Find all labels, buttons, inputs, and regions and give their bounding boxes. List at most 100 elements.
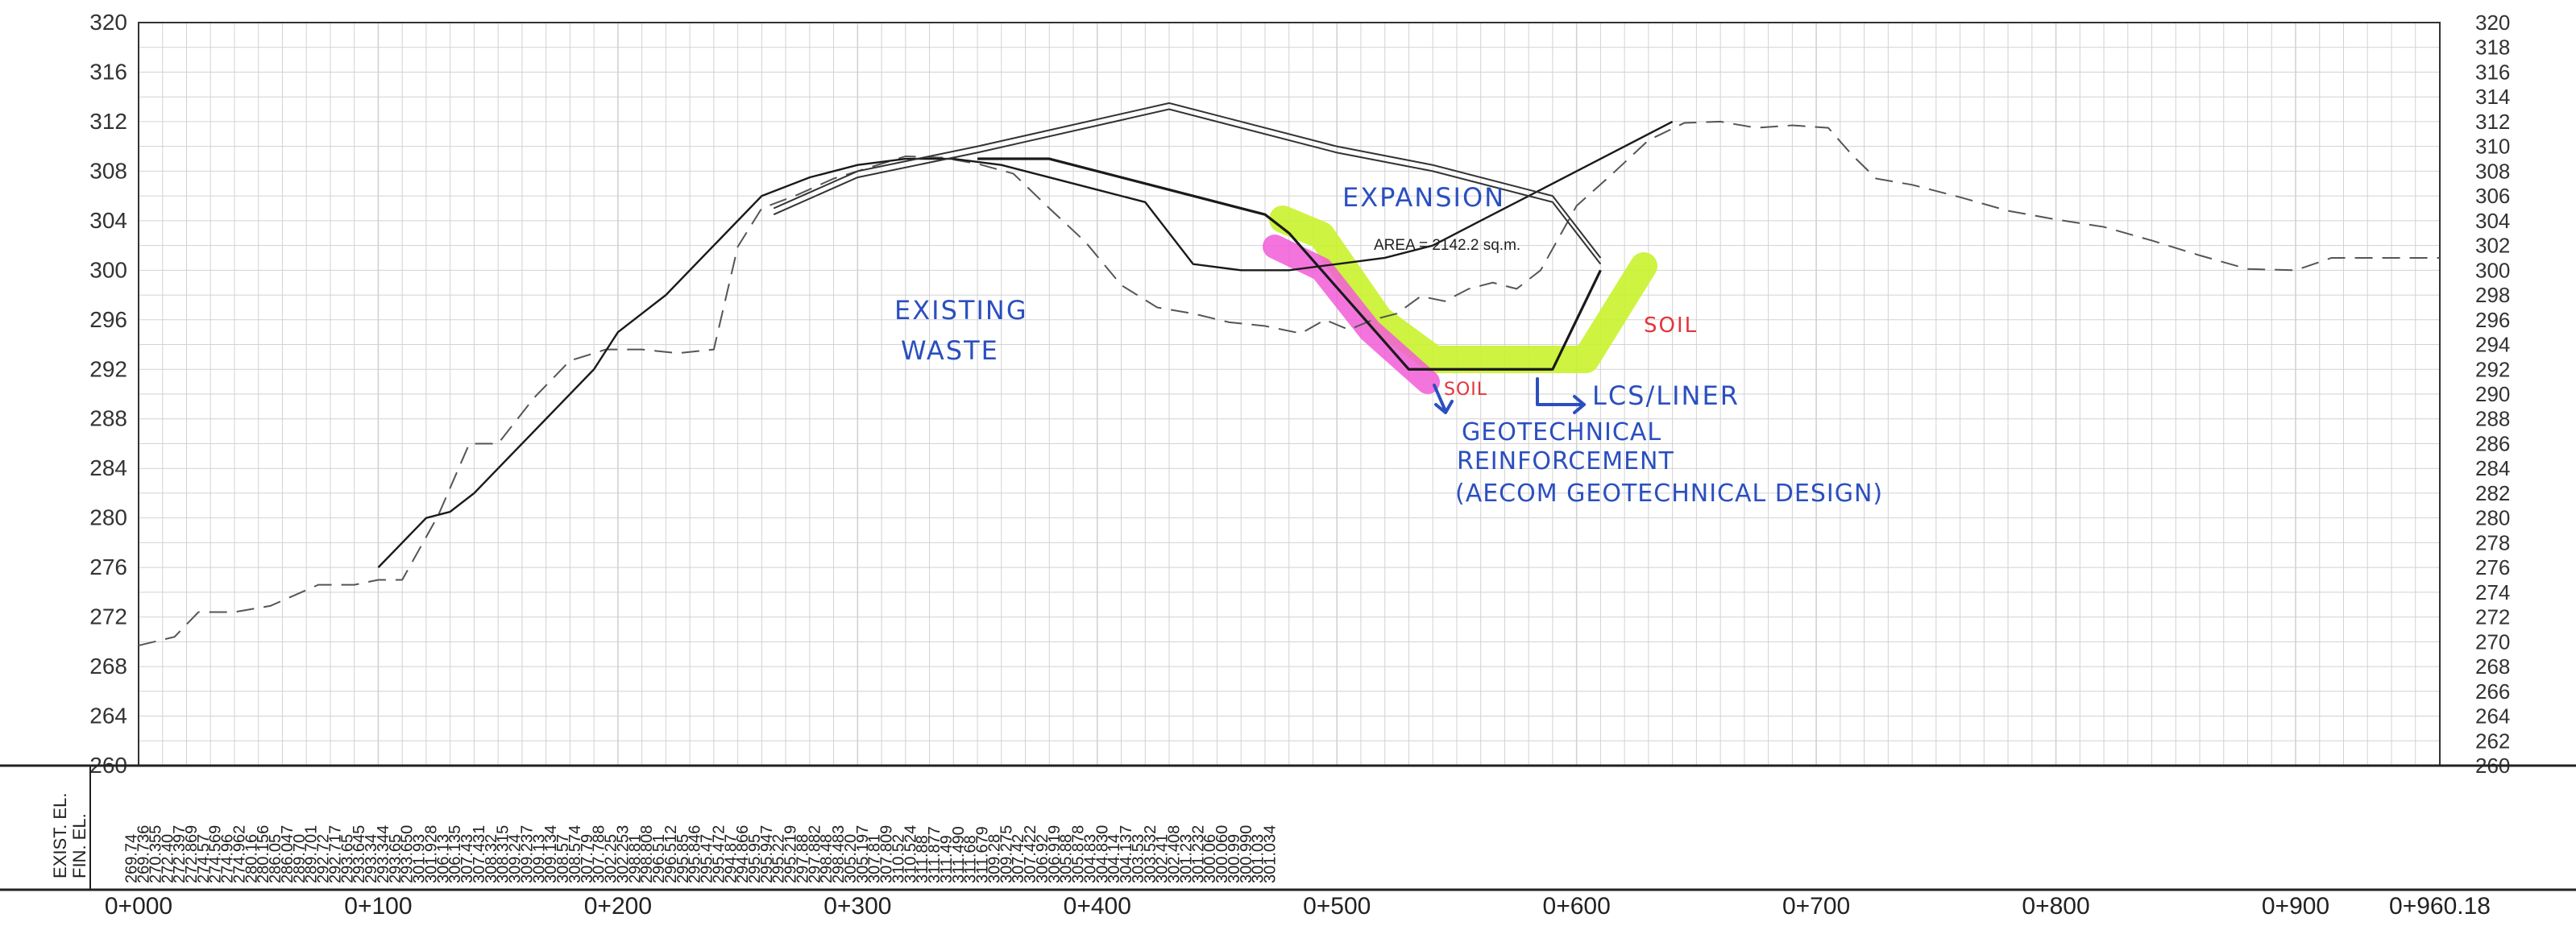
right-elevation-axis: 3203183163143123103083063043023002982962…	[2475, 10, 2510, 778]
table-elevation-value: 296.512	[662, 825, 680, 883]
table-elevation-value: 307.422	[1022, 825, 1039, 883]
table-elevation-value: 300.990	[1238, 825, 1255, 883]
left-elevation-label: 272	[89, 604, 127, 629]
table-elevation-value: 295.85	[674, 834, 692, 883]
table-elevation-value: 301.232	[1189, 825, 1207, 883]
liner-arrow	[1536, 377, 1586, 414]
table-elevation-value: 309.28	[985, 834, 1003, 883]
right-elevation-label: 290	[2475, 382, 2510, 406]
table-elevation-value: 306.13	[434, 834, 452, 883]
left-elevation-label: 268	[89, 654, 127, 679]
elevation-table: EXIST. EL. FIN. EL. 269.74269.736270.355…	[0, 764, 2576, 891]
table-elevation-value: 307.79	[579, 834, 596, 883]
profile-lines	[138, 102, 2440, 646]
right-elevation-label: 298	[2475, 283, 2510, 307]
table-elevation-value: 309.24	[507, 834, 525, 883]
left-elevation-label: 312	[89, 109, 127, 134]
right-elevation-label: 288	[2475, 407, 2510, 431]
table-elevation-value: 293.650	[399, 825, 417, 883]
table-elevation-value: 311.490	[950, 826, 968, 883]
left-elevation-label: 264	[89, 704, 127, 729]
left-elevation-label: 308	[89, 158, 127, 183]
station-label: 0+300	[823, 893, 891, 920]
table-elevation-value: 300.06	[1201, 834, 1219, 883]
table-elevation-value: 308.574	[566, 825, 584, 883]
table-elevation-value: 295.846	[687, 825, 704, 883]
table-elevation-value: 307.43	[458, 834, 476, 883]
station-label: 0+100	[344, 893, 412, 920]
table-elevation-value: 302.25	[603, 834, 620, 883]
table-elevation-value: 307.809	[878, 825, 896, 883]
left-elevation-label: 304	[89, 208, 127, 233]
table-elevation-value: 289.70	[291, 834, 309, 883]
table-elevation-value: 303.53	[1130, 834, 1147, 883]
top-cap-line	[773, 102, 1602, 259]
table-elevation-value: 274.57	[195, 834, 213, 883]
table-elevation-value: 301.928	[422, 825, 440, 883]
existing-waste-label-2: WASTE	[901, 335, 999, 366]
table-elevation-value: 308.315	[495, 825, 512, 883]
left-elevation-label: 300	[89, 257, 127, 282]
table-elevation-value: 274.96	[219, 834, 237, 883]
table-elevation-value: 293.34	[363, 834, 380, 883]
right-elevation-label: 296	[2475, 308, 2510, 332]
table-elevation-value: 270.355	[147, 825, 164, 883]
right-elevation-label: 272	[2475, 605, 2510, 629]
table-elevation-value: 305.197	[854, 825, 872, 883]
table-elevation-value: 307.788	[591, 825, 608, 883]
table-elevation-value: 295.472	[710, 825, 728, 883]
expansion-cell-line	[977, 157, 1602, 371]
table-elevation-value: 298.483	[830, 825, 848, 883]
table-elevation-value: 269.736	[135, 825, 153, 883]
left-elevation-label: 288	[89, 406, 127, 431]
table-elevation-value: 302.253	[614, 825, 632, 883]
table-elevation-value: 286.05	[267, 834, 284, 883]
station-label: 0+900	[2262, 893, 2329, 920]
right-elevation-label: 314	[2475, 85, 2510, 109]
row-label-finish: FIN. EL.	[69, 813, 89, 878]
liner-label: LCS/LINER	[1592, 380, 1740, 411]
right-elevation-label: 282	[2475, 481, 2510, 505]
right-elevation-label: 318	[2475, 35, 2510, 60]
table-values: 269.74269.736270.355272.40272.397272.869…	[123, 825, 1280, 883]
table-elevation-value: 293.344	[375, 825, 392, 883]
right-elevation-label: 268	[2475, 654, 2510, 679]
top-cap-line	[773, 108, 1602, 265]
table-elevation-value: 300.99	[1226, 834, 1243, 883]
right-elevation-label: 270	[2475, 629, 2510, 654]
table-elevation-value: 306.92	[1034, 834, 1052, 883]
right-elevation-label: 286	[2475, 431, 2510, 455]
right-elevation-label: 304	[2475, 209, 2510, 233]
table-elevation-value: 272.869	[183, 825, 201, 883]
table-elevation-value: 301.93	[411, 834, 429, 883]
row-label-existing: EXIST. EL.	[50, 793, 70, 878]
right-elevation-label: 306	[2475, 184, 2510, 208]
geotechnical-label-3: (AECOM GEOTECHNICAL DESIGN)	[1455, 480, 1883, 508]
table-elevation-value: 292.717	[327, 825, 345, 883]
table-elevation-value: 305.878	[1070, 825, 1088, 883]
table-elevation-value: 296.51	[650, 834, 668, 883]
table-elevation-value: 311.49	[938, 835, 956, 883]
left-elevation-label: 320	[89, 10, 127, 35]
area-label: AREA = 2142.2 sq.m.	[1374, 237, 1520, 254]
table-elevation-value: 298.48	[818, 834, 836, 883]
right-elevation-label: 312	[2475, 110, 2510, 134]
table-elevation-value: 311.877	[926, 826, 944, 883]
table-elevation-value: 311.68	[962, 835, 980, 883]
table-elevation-value: 311.679	[974, 826, 992, 883]
left-elevation-axis: 320 316 312 308 304 300 296 292 288 284 280 276 272 2…	[89, 10, 127, 778]
table-elevation-value: 272.40	[159, 834, 176, 883]
table-elevation-value: 295.947	[758, 825, 776, 883]
station-label: 0+600	[1543, 893, 1611, 920]
table-elevation-value: 274.569	[207, 825, 225, 883]
table-elevation-value: 297.882	[806, 825, 823, 883]
table-elevation-value: 295.47	[699, 834, 716, 883]
table-elevation-value: 304.83	[1081, 834, 1099, 883]
right-elevation-label: 266	[2475, 679, 2510, 704]
table-elevation-value: 298.81	[626, 834, 644, 883]
table-elevation-value: 289.701	[303, 825, 321, 883]
table-elevation-value: 294.87	[722, 834, 740, 883]
table-elevation-value: 300.060	[1213, 825, 1231, 883]
table-elevation-value: 280.16	[243, 834, 260, 883]
